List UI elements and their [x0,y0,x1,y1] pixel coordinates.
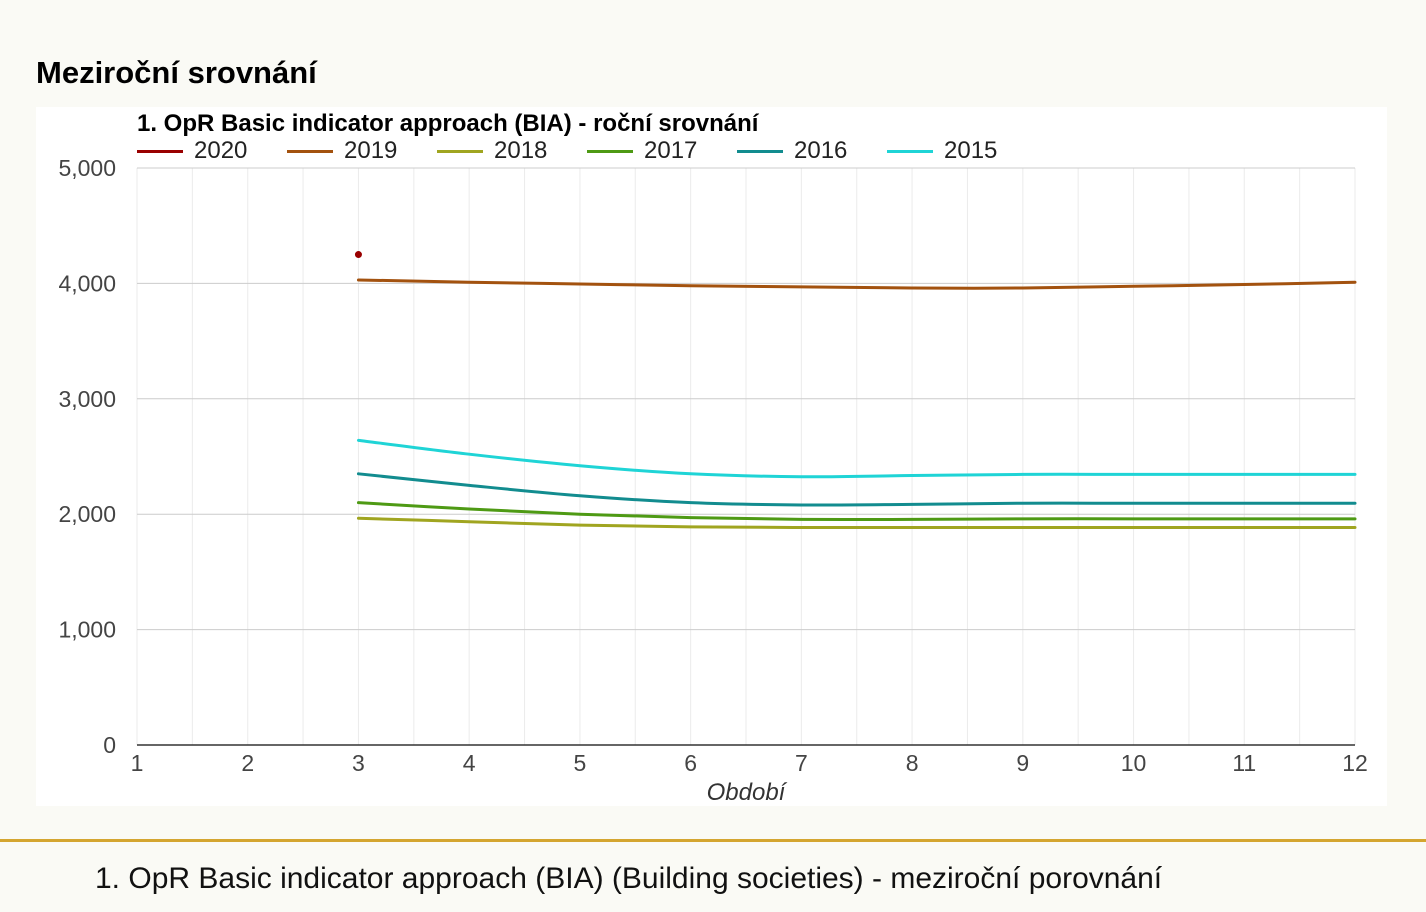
legend-item-2019[interactable]: 2019 [287,137,397,165]
legend-label: 2020 [194,137,248,164]
legend-item-2017[interactable]: 2017 [587,137,697,165]
x-tick-label: 12 [1342,750,1368,776]
legend-item-2018[interactable]: 2018 [437,137,547,165]
legend-label: 2015 [944,137,998,164]
legend-swatch [137,149,183,153]
x-tick-label: 11 [1232,750,1256,776]
page-title: Meziroční srovnání [36,55,317,90]
series-line-2016 [356,472,1357,507]
series-line-2018 [356,516,1357,530]
chart-legend: 2020 2019 2018 2017 2016 2015 [137,137,1137,165]
y-tick-label: 5,000 [58,155,116,181]
x-tick-label: 5 [574,750,587,776]
series-line-2017 [356,501,1357,522]
x-axis-title: Období [707,779,788,806]
gridlines [136,167,1356,745]
y-tick-label: 1,000 [58,617,116,643]
chart-card: 0 1,000 2,000 3,000 4,000 5,000 1 2 3 4 5 6 7 8 9 10 11 1… [36,107,1387,806]
section-divider [0,839,1426,842]
chart-title: 1. OpR Basic indicator approach (BIA) - … [137,110,759,137]
x-tick-label: 10 [1121,750,1147,776]
section-heading: 1. OpR Basic indicator approach (BIA) (B… [95,862,1163,895]
x-tick-label: 8 [906,750,919,776]
legend-swatch [437,149,483,153]
x-tick-label: 9 [1016,750,1029,776]
legend-item-2016[interactable]: 2016 [737,137,847,165]
y-tick-label: 2,000 [58,501,116,527]
y-tick-label: 0 [103,732,116,758]
legend-label: 2016 [794,137,848,164]
legend-swatch [587,149,633,153]
x-tick-label: 6 [684,750,697,776]
legend-label: 2017 [644,137,698,164]
series-line-2015 [356,438,1357,479]
x-tick-label: 1 [131,750,144,776]
legend-label: 2018 [494,137,548,164]
series-line-2019 [356,278,1357,290]
legend-swatch [287,149,333,153]
y-tick-label: 3,000 [58,386,116,412]
x-tick-label: 2 [241,750,254,776]
legend-label: 2019 [344,137,398,164]
legend-item-2020[interactable]: 2020 [137,137,247,165]
legend-swatch [887,149,933,153]
legend-swatch [737,149,783,153]
legend-item-2015[interactable]: 2015 [887,137,997,165]
x-tick-label: 4 [463,750,476,776]
data-point-2020 [354,251,362,259]
x-tick-label: 3 [352,750,365,776]
x-tick-label: 7 [795,750,808,776]
series-layer [354,251,1357,530]
y-tick-label: 4,000 [58,270,116,296]
